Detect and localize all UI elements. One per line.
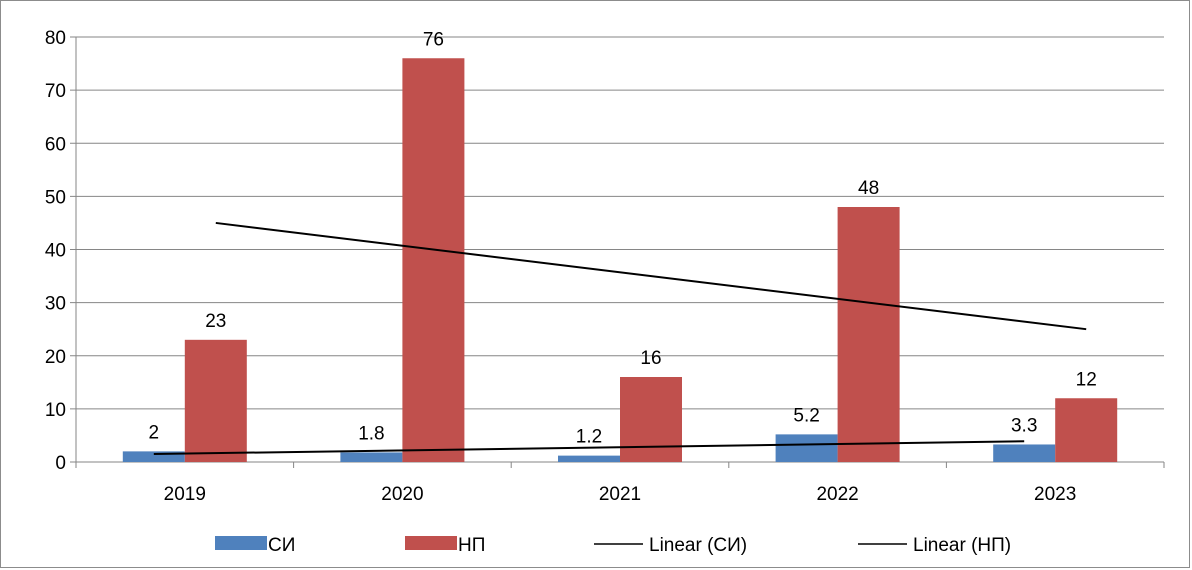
bar-СИ-2019 [122,451,185,462]
legend-label: НП [458,535,485,556]
trendline-НП [215,221,1087,331]
y-tick-label: 50 [45,187,66,208]
legend-swatch-НП [405,536,457,550]
bar-НП-2023 [1055,398,1118,462]
legend-label: СИ [268,535,295,556]
data-label: 2 [149,422,160,443]
data-label: 5.2 [793,405,819,426]
y-tick-label: 30 [45,294,66,315]
bar-СИ-2023 [993,444,1056,462]
x-tick-label: 2023 [1034,484,1076,505]
bars [122,58,1118,462]
legend-swatch-СИ [215,536,267,550]
y-tick-label: 70 [45,81,66,102]
gridlines [76,36,1164,410]
y-tick-label: 60 [45,134,66,155]
x-tick-label: 2022 [816,484,858,505]
data-label: 1.8 [358,423,384,444]
legend-label: Linear (СИ) [649,535,747,556]
data-label: 76 [423,29,444,50]
data-label: 16 [640,348,661,369]
trendline-СИ [153,440,1025,456]
y-tick-label: 20 [45,347,66,368]
y-tick-label: 0 [55,453,66,474]
y-tick-label: 10 [45,400,66,421]
y-tick-label: 40 [45,241,66,262]
data-label: 48 [858,178,879,199]
data-label: 1.2 [576,427,602,448]
bar-НП-2021 [620,377,682,462]
bar-НП-2019 [184,339,247,462]
bar-СИ-2020 [340,452,403,462]
legend-label: Linear (НП) [913,535,1011,556]
x-tick-label: 2021 [599,484,641,505]
trendlines [153,221,1087,456]
y-tick-label: 80 [45,28,66,49]
data-labels: 2 1.8 1.2 5.2 3.3 23 76 16 48 12 [149,29,1097,447]
bar-СИ-2022 [775,434,838,462]
x-tick-label: 2020 [381,484,423,505]
bar-НП-2020 [402,58,465,462]
x-tick-label: 2019 [164,484,206,505]
data-label: 23 [205,311,226,332]
bar-НП-2022 [837,207,900,462]
bar-СИ-2021 [558,455,620,462]
data-label: 3.3 [1011,415,1037,436]
legend: СИ НП Linear (СИ) Linear (НП) [215,535,1011,556]
data-label: 12 [1076,369,1097,390]
